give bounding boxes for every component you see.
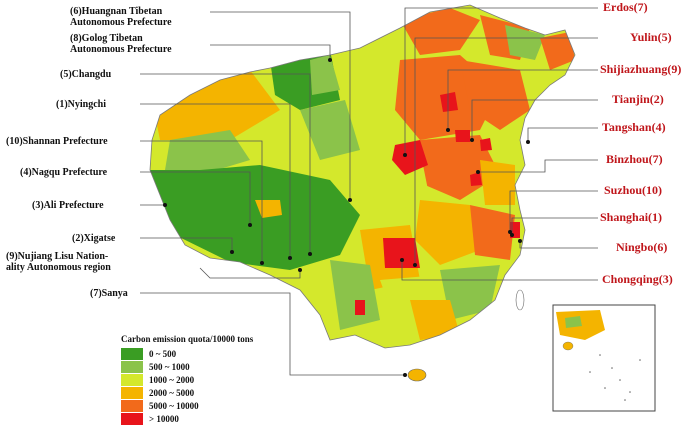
label-erdos: Erdos(7) (603, 0, 648, 14)
legend-label: > 10000 (149, 414, 179, 424)
left-leader-lines (140, 11, 405, 376)
label-golog: (8)Golog Tibetan Autonomous Prefecture (70, 33, 172, 55)
label-chongqing: Chongqing(3) (602, 272, 673, 286)
label-shijiazhuang: Shijiazhuang(9) (600, 62, 682, 76)
label-shanghai: Shanghai(1) (600, 210, 663, 224)
label-huangnan-line2: Autonomous Prefecture (70, 17, 172, 28)
legend-swatch (121, 361, 143, 373)
label-sanya: (7)Sanya (90, 288, 128, 299)
legend-swatch (121, 348, 143, 360)
label-yulin: Yulin(5) (630, 30, 672, 44)
label-suzhou: Suzhou(10) (604, 183, 663, 197)
label-binzhou: Binzhou(7) (606, 152, 663, 166)
legend-label: 2000 ~ 5000 (149, 388, 195, 398)
legend-swatch (121, 413, 143, 425)
legend-swatch (121, 387, 143, 399)
label-xigatse: (2)Xigatse (72, 233, 116, 244)
label-shannan: (10)Shannan Prefecture (6, 136, 108, 147)
legend-label: 1000 ~ 2000 (149, 375, 195, 385)
label-ali: (3)Ali Prefecture (32, 200, 104, 211)
legend-label: 5000 ~ 10000 (149, 401, 199, 411)
legend-swatch (121, 400, 143, 412)
legend-swatch (121, 374, 143, 386)
legend-label: 500 ~ 1000 (149, 362, 190, 372)
label-nujiang-line2: ality Autonomous region (6, 262, 111, 273)
label-changdu: (5)Changdu (60, 69, 112, 80)
hainan-island (407, 368, 427, 382)
south-china-sea-inset (552, 304, 656, 412)
label-nagqu: (4)Nagqu Prefecture (20, 167, 108, 178)
china-mainland (149, 4, 576, 349)
label-nujiang: (9)Nujiang Lisu Nation- ality Autonomous… (6, 251, 111, 273)
label-nujiang-line1: (9)Nujiang Lisu Nation- (6, 251, 109, 262)
legend-label: 0 ~ 500 (149, 349, 177, 359)
label-golog-line1: (8)Golog Tibetan (70, 33, 143, 44)
legend-title: Carbon emission quota/10000 tons (121, 334, 254, 344)
label-nyingchi: (1)Nyingchi (56, 99, 106, 110)
right-leader-lines (401, 7, 598, 281)
label-huangnan-line1: (6)Huangnan Tibetan (70, 6, 163, 17)
label-tangshan: Tangshan(4) (602, 120, 666, 134)
label-ningbo: Ningbo(6) (616, 240, 668, 254)
label-huangnan: (6)Huangnan Tibetan Autonomous Prefectur… (70, 6, 172, 28)
taiwan-island (515, 289, 525, 311)
label-tianjin: Tianjin(2) (612, 92, 664, 106)
label-golog-line2: Autonomous Prefecture (70, 44, 172, 55)
